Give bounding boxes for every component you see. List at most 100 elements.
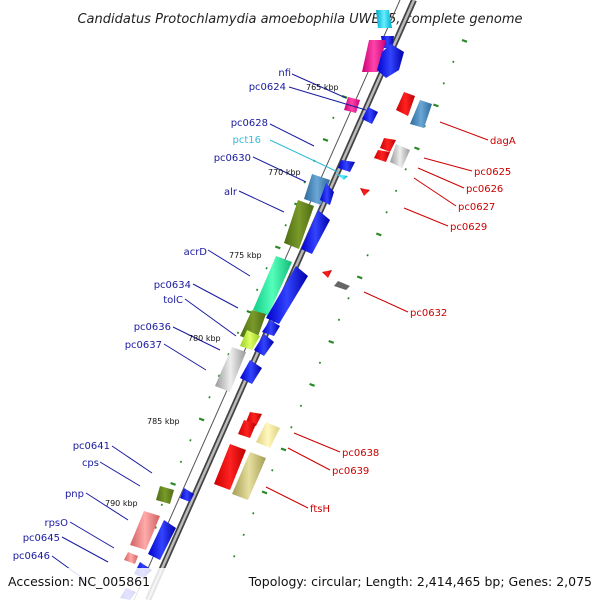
gc-dash (404, 168, 407, 171)
label-acrD[interactable]: acrD (184, 247, 208, 258)
gene-pc0632[interactable] (322, 270, 332, 278)
gene-pc0638-b[interactable] (238, 420, 256, 438)
label-cps[interactable]: cps (82, 458, 99, 469)
gc-dash (261, 490, 268, 495)
gene-top-cyan[interactable] (376, 10, 392, 28)
left-gene-labels: nfi pc0624 pc0628 pct16 pc0630 alr acrD … (13, 68, 291, 562)
gene-tolC[interactable] (240, 330, 260, 350)
gene-tolC-arrow[interactable] (262, 320, 280, 336)
topology-label: Topology: circular; Length: 2,414,465 bp… (248, 574, 592, 589)
gc-dash (442, 82, 445, 85)
gc-dash (299, 404, 303, 408)
gene-pnp[interactable] (130, 511, 160, 550)
label-nfi[interactable]: nfi (278, 68, 291, 79)
gene-dagA[interactable] (396, 92, 415, 116)
gc-dash (433, 103, 439, 108)
label-pc0625[interactable]: pc0625 (474, 167, 511, 178)
gene-pc0628[interactable] (338, 160, 355, 172)
gene-pc0624[interactable] (362, 107, 378, 124)
accession-label: Accession: NC_005861 (8, 574, 150, 589)
gene-pc0636[interactable] (254, 334, 274, 356)
gc-dash (274, 245, 281, 250)
label-pc0637[interactable]: pc0637 (125, 340, 162, 351)
label-pc0626[interactable]: pc0626 (466, 184, 503, 195)
tick-785: 785 kbp (147, 417, 180, 426)
gc-dash (332, 116, 335, 120)
left-leader-lines (51, 73, 367, 589)
gene-pc0630-arrow[interactable] (320, 183, 334, 205)
gene-pc0629[interactable] (360, 188, 370, 196)
label-pc0632[interactable]: pc0632 (410, 308, 447, 319)
gene-top-blue-2[interactable] (377, 44, 404, 78)
label-dagA[interactable]: dagA (490, 136, 516, 147)
label-pc0645[interactable]: pc0645 (23, 533, 60, 544)
tick-775: 775 kbp (229, 251, 262, 260)
gene-pc0639[interactable] (256, 422, 280, 448)
gc-dash (394, 189, 398, 193)
label-pc0636[interactable]: pc0636 (134, 322, 171, 333)
gene-pnp-arrow[interactable] (148, 520, 176, 560)
gc-dash (452, 60, 455, 64)
label-pc0627[interactable]: pc0627 (458, 202, 495, 213)
gene-acrD[interactable] (253, 256, 292, 316)
gene-pc0632-box[interactable] (334, 281, 350, 290)
gene-pct16[interactable] (336, 174, 348, 180)
gc-dash (271, 469, 274, 472)
label-pc0646[interactable]: pc0646 (13, 551, 50, 562)
label-pc0628[interactable]: pc0628 (231, 118, 268, 129)
tick-790: 790 kbp (105, 499, 138, 508)
label-pc0629[interactable]: pc0629 (450, 222, 487, 233)
label-pct16[interactable]: pct16 (233, 135, 262, 146)
label-tolC[interactable]: tolC (163, 295, 183, 306)
map-title: Candidatus Protochlamydia amoebophila UW… (77, 12, 522, 27)
gc-dash (160, 503, 163, 507)
gene-pc0627[interactable] (390, 144, 410, 168)
gc-dash (461, 38, 468, 43)
gene-rpsO[interactable] (124, 552, 138, 564)
gene-acrD-arrow[interactable] (266, 266, 308, 324)
gc-dash (198, 417, 205, 422)
label-pc0641[interactable]: pc0641 (73, 441, 110, 452)
gc-dash (208, 396, 211, 399)
gc-dash (170, 481, 176, 486)
gene-nfi[interactable] (344, 97, 360, 113)
gene-pc0625[interactable] (380, 138, 396, 152)
gc-dash (233, 555, 236, 558)
gc-dash (252, 512, 255, 515)
gc-skew-track-right (233, 38, 468, 558)
right-leader-lines (265, 121, 489, 509)
label-rpsO[interactable]: rpsO (44, 518, 68, 529)
gene-pc0626[interactable] (374, 150, 390, 162)
gc-dash (189, 439, 192, 442)
label-pc0630[interactable]: pc0630 (214, 153, 251, 164)
gene-dagA-box[interactable] (410, 100, 432, 128)
gene-ftsH-box[interactable] (232, 452, 266, 500)
gene-pc0637-arrow[interactable] (240, 360, 262, 384)
label-pc0634[interactable]: pc0634 (154, 280, 191, 291)
label-pc0639[interactable]: pc0639 (332, 466, 369, 477)
gene-pc0637[interactable] (215, 347, 246, 392)
gene-alr[interactable] (284, 200, 314, 249)
gc-dash (375, 232, 382, 237)
gene-alr-arrow[interactable] (301, 210, 330, 254)
gene-ftsH[interactable] (214, 444, 246, 490)
reverse-genes (214, 92, 432, 500)
gc-dash (366, 254, 369, 257)
label-pc0638[interactable]: pc0638 (342, 448, 379, 459)
right-gene-labels: dagA pc0625 pc0626 pc0627 pc0629 pc0632 … (310, 136, 516, 515)
gc-dash (356, 275, 363, 280)
gc-dash (337, 318, 341, 322)
gc-dash (414, 146, 420, 151)
label-pnp[interactable]: pnp (65, 489, 84, 500)
gc-dash (322, 137, 329, 142)
gene-pc0641[interactable] (156, 486, 174, 504)
label-alr[interactable]: alr (224, 187, 238, 198)
gc-dash (179, 460, 183, 464)
label-ftsH[interactable]: ftsH (310, 504, 330, 515)
gc-dash (328, 339, 335, 344)
gc-dash (255, 288, 259, 292)
label-pc0624[interactable]: pc0624 (249, 82, 286, 93)
gene-cps[interactable] (180, 488, 194, 502)
gc-dash (309, 382, 315, 387)
gc-dash (284, 224, 287, 227)
